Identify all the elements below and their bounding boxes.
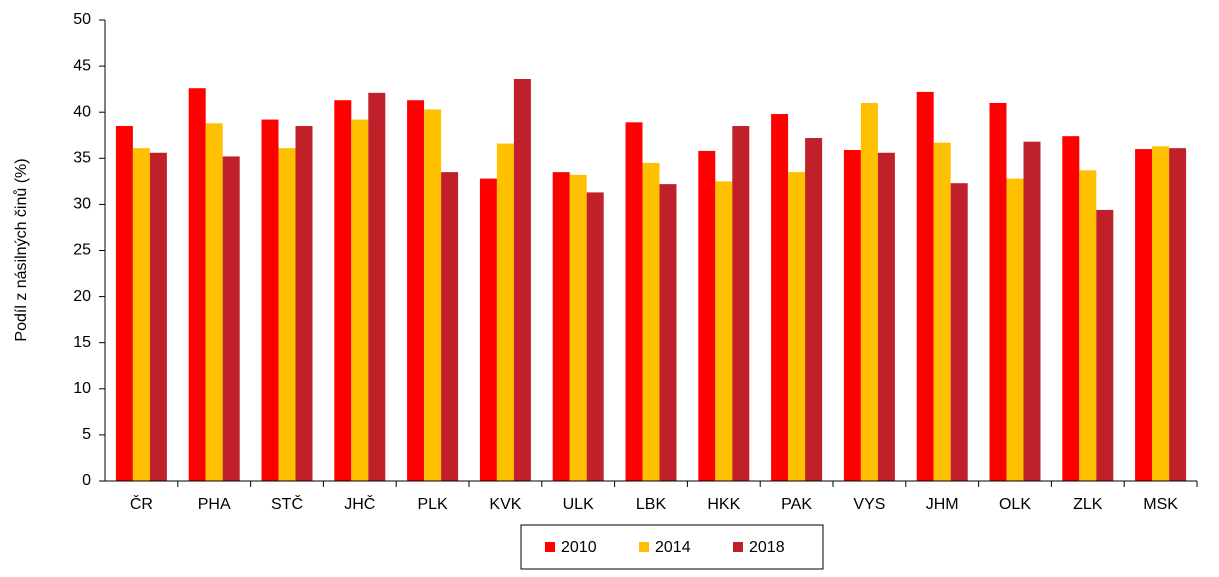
y-tick-label: 20 bbox=[73, 288, 91, 305]
x-tick-label: ULK bbox=[563, 496, 594, 513]
x-tick-label: KVK bbox=[489, 496, 521, 513]
x-tick-label: PLK bbox=[417, 496, 448, 513]
bar bbox=[424, 109, 442, 482]
bar bbox=[843, 150, 861, 481]
x-tick-label: LBK bbox=[636, 496, 667, 513]
bar bbox=[222, 156, 240, 481]
x-tick-label: PHA bbox=[198, 496, 231, 513]
bar bbox=[1169, 148, 1187, 481]
bar bbox=[1152, 146, 1170, 481]
bar bbox=[788, 172, 806, 481]
bar bbox=[278, 148, 296, 481]
bar bbox=[642, 162, 660, 481]
x-tick-label: HKK bbox=[707, 496, 740, 513]
bar bbox=[1135, 149, 1153, 481]
bar bbox=[132, 148, 150, 481]
legend-swatch bbox=[639, 542, 649, 552]
x-tick-label: OLK bbox=[999, 496, 1031, 513]
bar bbox=[771, 114, 789, 481]
y-tick-label: 25 bbox=[73, 242, 91, 259]
bar bbox=[479, 178, 497, 482]
y-tick-label: 45 bbox=[73, 57, 91, 74]
y-tick-label: 50 bbox=[73, 11, 91, 28]
bar bbox=[625, 122, 643, 481]
x-tick-label: PAK bbox=[781, 496, 812, 513]
bar bbox=[659, 184, 677, 481]
y-axis-label: Podíl z násilných činů (%) bbox=[12, 158, 30, 341]
x-tick-label: VYS bbox=[853, 496, 885, 513]
bar bbox=[877, 152, 895, 481]
bar bbox=[1006, 178, 1024, 482]
legend-label: 2018 bbox=[749, 539, 785, 556]
bar bbox=[1062, 136, 1080, 481]
bar bbox=[115, 126, 133, 481]
bar bbox=[715, 181, 733, 481]
x-tick-label: STČ bbox=[271, 494, 303, 513]
y-tick-label: 10 bbox=[73, 380, 91, 397]
bar bbox=[552, 172, 570, 481]
bar bbox=[351, 119, 369, 482]
legend-box bbox=[520, 524, 824, 570]
bar bbox=[569, 174, 587, 481]
bar bbox=[149, 152, 167, 481]
bar bbox=[916, 91, 934, 481]
bar bbox=[368, 92, 386, 481]
bar bbox=[188, 88, 206, 481]
bar bbox=[732, 126, 750, 481]
bar bbox=[261, 119, 279, 482]
bar bbox=[513, 79, 531, 482]
y-tick-label: 0 bbox=[82, 472, 91, 489]
bar bbox=[1023, 141, 1041, 482]
bar bbox=[334, 100, 352, 482]
legend-swatch bbox=[733, 542, 743, 552]
bar bbox=[407, 100, 425, 482]
x-tick-label: ZLK bbox=[1073, 496, 1103, 513]
bar bbox=[860, 102, 878, 481]
bar bbox=[441, 172, 459, 481]
x-tick-label: JHČ bbox=[344, 494, 375, 513]
bar bbox=[989, 102, 1007, 481]
bar bbox=[805, 138, 823, 482]
y-tick-label: 5 bbox=[82, 426, 91, 443]
bar bbox=[950, 183, 968, 481]
bar bbox=[205, 123, 223, 481]
y-tick-label: 15 bbox=[73, 334, 91, 351]
x-tick-label: MSK bbox=[1143, 496, 1178, 513]
bar bbox=[1079, 170, 1097, 481]
legend-swatch bbox=[545, 542, 555, 552]
x-tick-label: ČR bbox=[130, 494, 153, 513]
bar bbox=[295, 126, 313, 481]
legend-label: 2014 bbox=[655, 539, 691, 556]
y-tick-label: 30 bbox=[73, 196, 91, 213]
bar bbox=[586, 192, 604, 481]
bar bbox=[698, 150, 716, 481]
bar bbox=[1096, 209, 1114, 481]
y-tick-label: 40 bbox=[73, 103, 91, 120]
x-tick-label: JHM bbox=[926, 496, 959, 513]
y-tick-label: 35 bbox=[73, 150, 91, 167]
bar bbox=[933, 142, 951, 481]
legend-label: 2010 bbox=[561, 539, 597, 556]
bar bbox=[496, 143, 514, 481]
